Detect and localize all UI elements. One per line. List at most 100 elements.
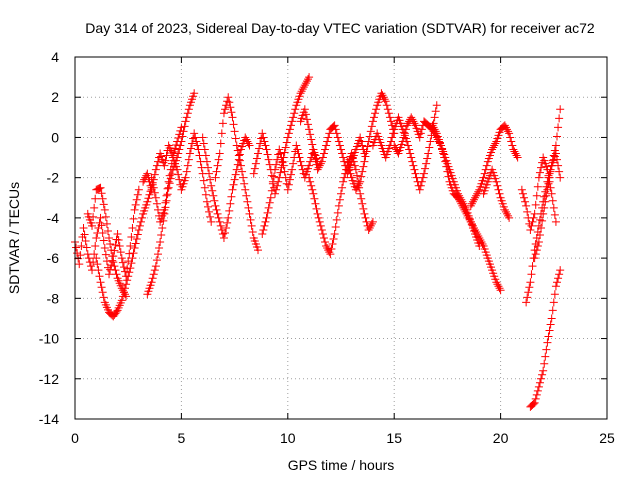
- data-point-marker: [302, 115, 311, 124]
- data-point-marker: [231, 134, 240, 143]
- data-point-marker: [552, 155, 561, 164]
- data-point-marker: [211, 201, 220, 210]
- data-point-marker: [500, 205, 509, 214]
- data-point-marker: [144, 173, 153, 182]
- data-point-marker: [298, 165, 307, 174]
- data-point-marker: [555, 270, 564, 279]
- data-point-marker: [535, 168, 544, 177]
- data-point-marker: [103, 226, 112, 235]
- data-point-marker: [307, 181, 316, 190]
- data-point-marker: [225, 98, 234, 107]
- data-point-marker: [305, 173, 314, 182]
- data-point-marker: [310, 194, 319, 203]
- data-point-marker: [176, 180, 185, 189]
- data-point-marker: [339, 153, 348, 162]
- data-point-marker: [402, 121, 411, 130]
- data-point-marker: [332, 129, 341, 138]
- data-point-marker: [475, 234, 484, 242]
- data-point-marker: [305, 161, 314, 170]
- data-point-marker: [249, 169, 258, 178]
- y-tick-label: -4: [47, 210, 60, 226]
- data-point-marker: [127, 259, 136, 268]
- data-point-marker: [284, 129, 293, 138]
- data-point-marker: [89, 212, 98, 221]
- data-point-marker: [123, 264, 132, 273]
- data-point-marker: [531, 240, 540, 249]
- series-arc-4: [143, 89, 199, 299]
- data-point-marker: [215, 149, 224, 158]
- data-point-marker: [228, 113, 237, 122]
- data-point-marker: [501, 123, 510, 132]
- data-point-marker: [329, 235, 338, 244]
- data-point-marker: [147, 278, 156, 287]
- data-point-marker: [444, 172, 453, 181]
- data-point-marker: [98, 288, 107, 297]
- data-point-marker: [532, 390, 541, 399]
- data-point-marker: [466, 217, 475, 226]
- data-point-marker: [508, 141, 517, 150]
- data-point-marker: [106, 265, 115, 274]
- data-point-marker: [318, 229, 327, 238]
- data-point-marker: [209, 191, 218, 200]
- data-point-marker: [525, 219, 534, 228]
- data-point-marker: [308, 149, 317, 158]
- series-arc-9: [249, 73, 314, 198]
- data-point-marker: [200, 145, 209, 154]
- data-point-marker: [136, 217, 145, 226]
- data-point-marker: [218, 229, 227, 238]
- data-point-marker: [372, 105, 381, 114]
- grid-lines: [75, 57, 607, 419]
- data-point-marker: [92, 185, 101, 194]
- data-point-marker: [152, 256, 161, 265]
- data-point-marker: [465, 215, 474, 224]
- data-point-marker: [181, 173, 190, 182]
- data-point-marker: [180, 122, 189, 131]
- data-point-marker: [504, 127, 513, 136]
- data-point-marker: [121, 284, 130, 293]
- data-point-marker: [176, 141, 185, 150]
- data-point-marker: [533, 386, 542, 395]
- data-point-marker: [378, 91, 387, 100]
- data-point-marker: [239, 173, 248, 182]
- data-point-marker: [509, 145, 518, 154]
- data-point-marker: [115, 242, 124, 251]
- data-point-marker: [493, 181, 502, 190]
- data-point-marker: [538, 216, 547, 225]
- axis-ticks: [74, 56, 608, 420]
- data-point-marker: [272, 185, 281, 194]
- data-point-marker: [291, 105, 300, 114]
- x-tick-labels: 0 5 10 15 20 25: [71, 430, 615, 446]
- data-point-marker: [147, 185, 156, 194]
- data-point-marker: [299, 169, 308, 178]
- data-point-marker: [265, 198, 274, 207]
- data-point-marker: [411, 169, 420, 178]
- data-point-marker: [500, 121, 509, 130]
- data-point-marker: [361, 152, 370, 161]
- series-arc-17: [466, 121, 522, 210]
- data-point-marker: [470, 223, 478, 232]
- data-point-marker: [248, 227, 257, 236]
- data-point-marker: [431, 127, 440, 136]
- data-point-marker: [173, 165, 182, 174]
- y-tick-label: 4: [51, 49, 59, 65]
- data-point-marker: [235, 156, 244, 165]
- data-point-marker: [551, 141, 560, 150]
- data-point-marker: [319, 149, 328, 158]
- data-point-marker: [364, 137, 373, 146]
- data-point-marker: [331, 125, 340, 134]
- data-point-marker: [331, 222, 340, 231]
- data-point-marker: [183, 109, 192, 118]
- data-point-marker: [300, 105, 309, 114]
- data-point-marker: [426, 137, 435, 146]
- data-point-marker: [311, 155, 320, 164]
- data-point-marker: [322, 242, 331, 251]
- x-tick-label: 15: [386, 430, 402, 446]
- data-point-marker: [213, 209, 222, 218]
- data-point-marker: [323, 137, 332, 146]
- data-point-marker: [333, 133, 342, 142]
- y-tick-label: -12: [39, 371, 59, 387]
- data-point-marker: [417, 177, 426, 186]
- data-point-marker: [207, 181, 216, 190]
- data-point-marker: [351, 185, 360, 194]
- data-point-marker: [153, 250, 162, 259]
